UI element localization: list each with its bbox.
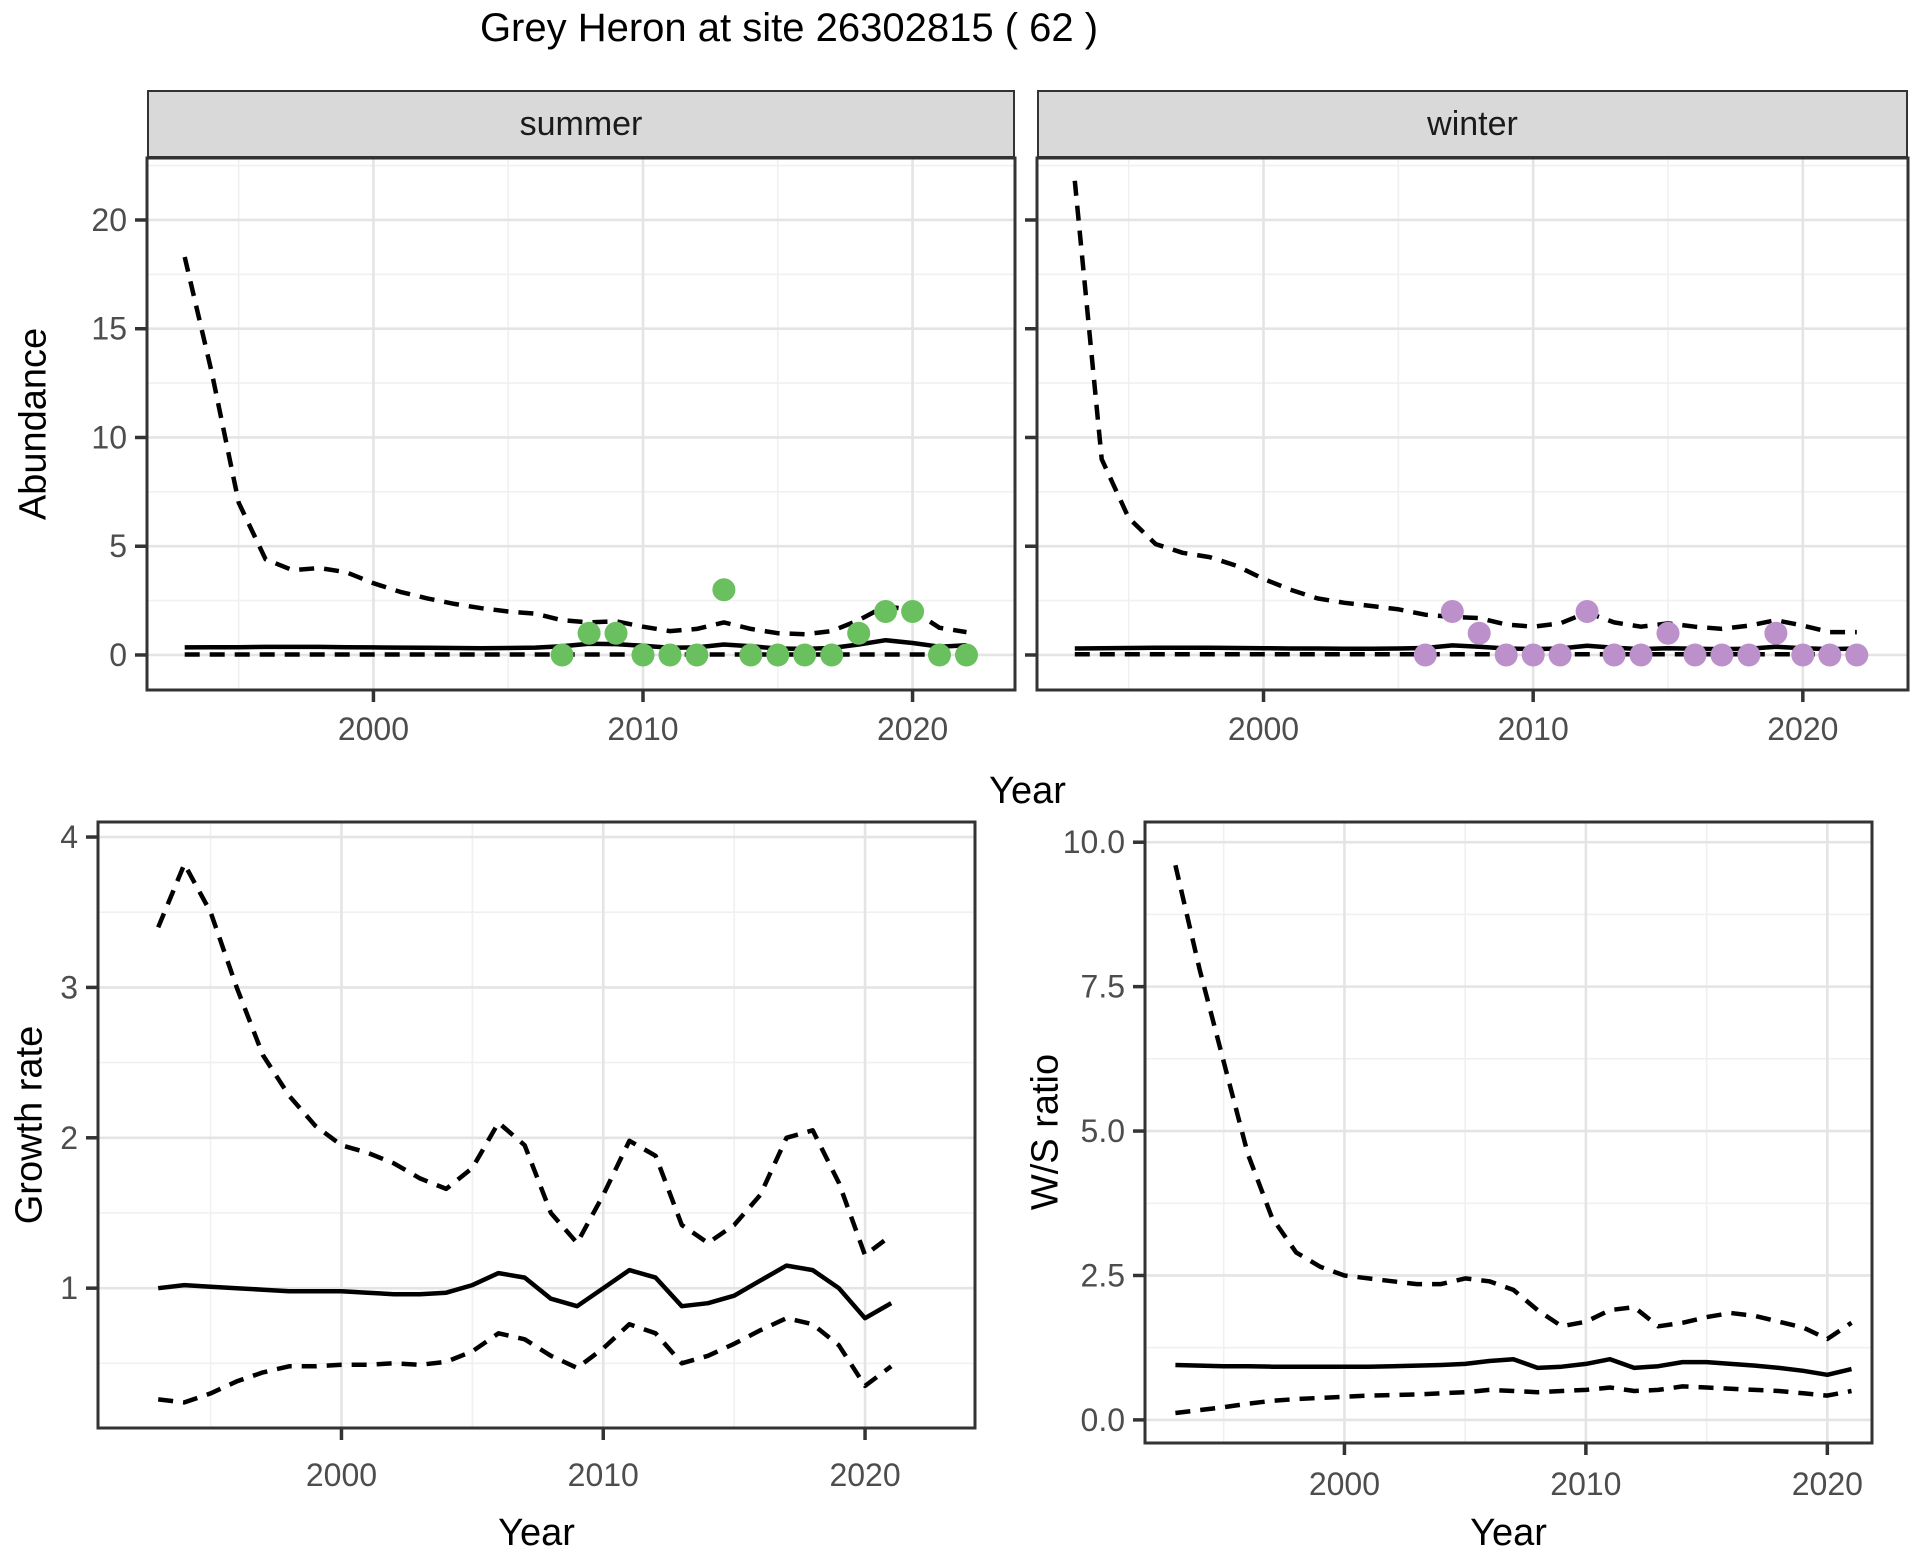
x-tick-label: 2000	[306, 1457, 377, 1493]
mean-line	[184, 637, 967, 652]
y-tick-label: 5.0	[1081, 1113, 1125, 1149]
x-axis-title-ws: Year	[1470, 1512, 1547, 1554]
data-point	[1575, 600, 1599, 623]
data-point	[1845, 643, 1869, 667]
data-point	[874, 600, 898, 623]
panel-ws-ratio: 2000 2010 2020 0.0 2.5 5.0 7.5 10.0	[1063, 820, 1874, 1502]
data-point	[1467, 621, 1491, 645]
y-tick-label: 1	[60, 1270, 78, 1306]
data-point	[631, 643, 655, 667]
x-axis-title-growth: Year	[498, 1512, 575, 1554]
data-point	[604, 621, 628, 645]
x-tick-label: 2010	[568, 1457, 639, 1493]
data-point	[1656, 621, 1680, 645]
mean-line	[157, 1263, 893, 1321]
data-point	[928, 643, 951, 667]
y-tick-label: 20	[91, 202, 127, 238]
mean-line	[1175, 1356, 1853, 1378]
lower_ci-line	[1175, 1384, 1852, 1416]
data-point	[1818, 643, 1842, 667]
panel-abundance-summer: 2000 2010 2020 0 5 10 15 20	[91, 156, 1017, 747]
y-tick-label: 2.5	[1081, 1257, 1125, 1293]
data-point	[1737, 643, 1761, 667]
data-point	[766, 643, 790, 667]
data-point	[1710, 643, 1734, 667]
data-point	[1548, 643, 1572, 667]
y-tick-label: 3	[60, 969, 78, 1005]
data-point	[739, 643, 763, 667]
y-tick-label: 10.0	[1063, 824, 1125, 860]
facet-strip-summer: summer	[147, 90, 1015, 158]
x-tick-label: 2020	[1792, 1466, 1863, 1502]
data-point	[820, 643, 844, 667]
panel-growth-rate: 2000 2010 2020 1 2 3 4	[60, 819, 977, 1493]
data-point	[550, 643, 574, 667]
data-point	[955, 643, 978, 667]
panel-border	[96, 820, 977, 1430]
page-title: Grey Heron at site 26302815 ( 62 )	[479, 6, 1099, 50]
data-point	[577, 621, 601, 645]
upper_ci-line	[156, 861, 893, 1258]
x-tick-label: 2020	[1767, 711, 1838, 747]
data-point	[1494, 643, 1518, 667]
y-tick-label: 10	[91, 419, 127, 455]
upper_ci-line	[1173, 864, 1853, 1342]
y-tick-label: 0	[109, 637, 127, 673]
panel-border	[145, 156, 1017, 692]
lower_ci-line	[157, 1315, 893, 1405]
facet-strip-summer-label: summer	[519, 104, 643, 143]
panel-abundance-winter: 2000 2010 2020	[1025, 156, 1910, 747]
data-point	[658, 643, 682, 667]
x-tick-label: 2010	[1498, 711, 1569, 747]
facet-strip-winter-label: winter	[1427, 104, 1518, 143]
data-point	[685, 643, 709, 667]
data-point	[1683, 643, 1707, 667]
x-tick-label: 2000	[338, 711, 409, 747]
y-tick-label: 15	[91, 311, 127, 347]
upper_ci-line	[182, 256, 967, 637]
x-tick-label: 2010	[1550, 1466, 1621, 1502]
y-tick-label: 2	[60, 1120, 78, 1156]
x-tick-label: 2010	[607, 711, 678, 747]
data-point	[1791, 643, 1815, 667]
data-point	[1602, 643, 1626, 667]
x-tick-label: 2000	[1309, 1466, 1380, 1502]
data-point	[712, 578, 736, 602]
x-tick-label: 2020	[829, 1457, 900, 1493]
y-tick-label: 4	[60, 819, 78, 855]
y-tick-label: 5	[109, 528, 127, 564]
data-point	[1521, 643, 1545, 667]
upper_ci-line	[1072, 180, 1857, 635]
data-point	[847, 621, 871, 645]
y-tick-label: 0.0	[1081, 1402, 1125, 1438]
data-point	[1413, 643, 1437, 667]
data-point	[1440, 600, 1464, 623]
panel-border	[1035, 156, 1910, 692]
data-point	[793, 643, 817, 667]
facet-strip-winter: winter	[1037, 90, 1908, 158]
y-tick-label: 7.5	[1081, 969, 1125, 1005]
data-point	[1764, 621, 1788, 645]
x-tick-label: 2020	[877, 711, 948, 747]
data-point	[901, 600, 925, 623]
x-axis-title-top: Year	[989, 770, 1066, 812]
x-tick-label: 2000	[1228, 711, 1299, 747]
data-point	[1629, 643, 1653, 667]
